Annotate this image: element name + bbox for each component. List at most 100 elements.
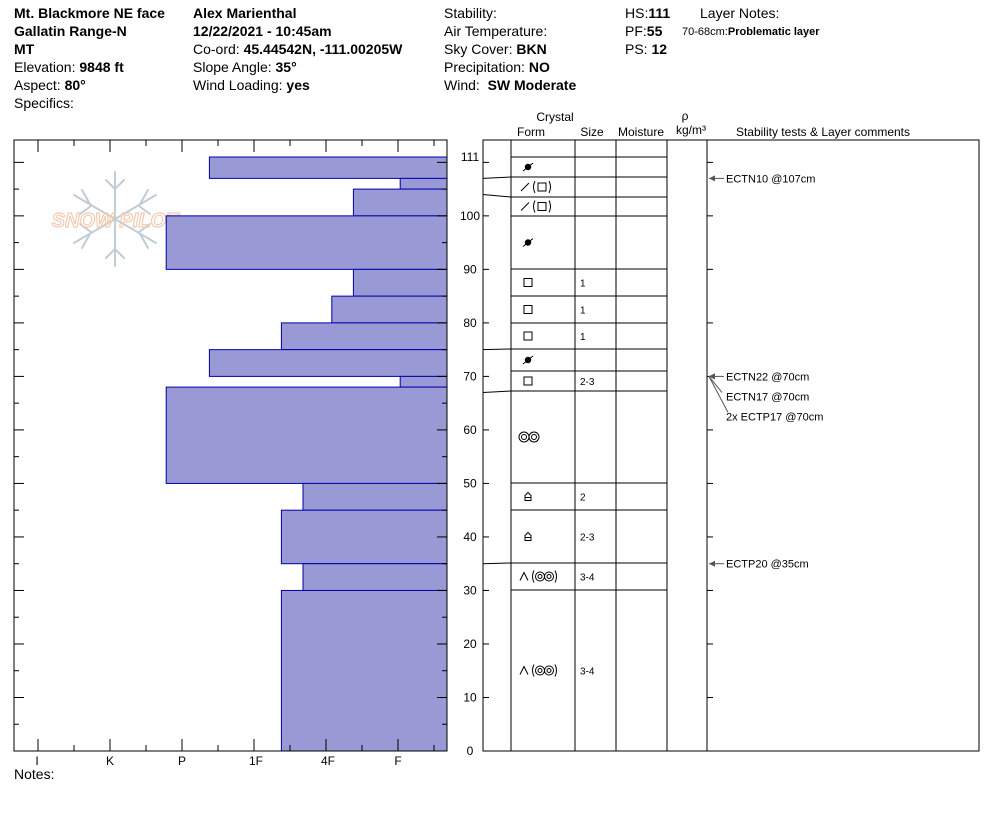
arrow-icon <box>709 373 715 380</box>
elevation: Elevation: 9848 ft <box>14 59 124 75</box>
depth-tick-70: 70 <box>463 369 477 383</box>
depth-tick-100: 100 <box>460 209 480 223</box>
crystal-form-faceted-icon <box>523 278 533 287</box>
column-header-rho: ρ <box>682 109 689 123</box>
stability-test-3: 2x ECTP17 @70cm <box>708 373 823 423</box>
crystal-size-13: 3-4 <box>580 667 595 678</box>
hardness-bar-6 <box>280 322 448 351</box>
boundary-connector-107 <box>482 176 512 179</box>
snow-height: HS:111 <box>625 5 671 21</box>
layer-note: 70-68cm:Problematic layer <box>682 26 820 38</box>
depth-tick-60: 60 <box>463 423 477 437</box>
boundary-connector-67 <box>482 390 512 393</box>
column-header-crystal: Crystal <box>536 110 573 124</box>
stability-test-label: ECTN10 @107cm <box>726 173 815 185</box>
coordinates: Co-ord: 45.44542N, -111.00205W <box>193 41 403 57</box>
crystal-size-4: 1 <box>580 279 586 290</box>
crystal-size-11: 2-3 <box>580 533 595 544</box>
depth-tick-20: 20 <box>463 637 477 651</box>
depth-tick-90: 90 <box>463 262 477 276</box>
boundary-connector-75 <box>482 348 512 351</box>
stability-test-label: ECTN17 @70cm <box>726 391 809 403</box>
logo-text: SNOW PILOT <box>52 210 180 232</box>
stability-test-4: ECTP20 @35cm <box>709 559 809 571</box>
depth-tick-10: 10 <box>463 690 477 704</box>
column-header-moisture: Moisture <box>618 125 664 139</box>
slope-angle: Slope Angle: 35° <box>193 59 297 75</box>
observation-datetime: 12/22/2021 - 10:45am <box>193 23 332 39</box>
ski-penetration: PS: 12 <box>625 41 668 57</box>
crystal-size-6: 1 <box>580 332 586 343</box>
arrow-icon <box>709 175 715 182</box>
boundary-connector-35 <box>482 562 512 565</box>
notes-label: Notes: <box>14 766 55 782</box>
crystal-form-melt-forms-icon <box>518 431 540 443</box>
hardness-bar-11 <box>280 509 448 565</box>
wind: Wind: SW Moderate <box>444 77 577 93</box>
crystal-form-decomposing-icon <box>522 162 534 172</box>
air-temperature: Air Temperature: <box>444 23 548 39</box>
crystal-form-faceted-mixed-icon <box>520 200 551 213</box>
depth-tick-30: 30 <box>463 583 477 597</box>
precipitation: Precipitation: NO <box>444 59 550 75</box>
column-header-size: Size <box>580 125 604 139</box>
arrow-icon <box>709 560 715 567</box>
hardness-label-F: F <box>394 754 401 768</box>
depth-tick-111: 111 <box>461 150 480 164</box>
column-header-stability: Stability tests & Layer comments <box>736 125 910 139</box>
crystal-size-5: 1 <box>580 306 586 317</box>
hardness-bar-10 <box>302 482 448 511</box>
observer-name: Alex Marienthal <box>193 5 297 21</box>
crystal-form-faceted-icon <box>523 305 533 314</box>
hardness-label-K: K <box>106 754 114 768</box>
layer-notes-label: Layer Notes: <box>700 5 780 21</box>
hardness-label-1F: 1F <box>249 754 263 768</box>
aspect: Aspect: 80° <box>14 77 86 93</box>
crystal-form-faceted-icon <box>523 331 533 341</box>
crystal-form-decomposing-icon <box>522 355 534 365</box>
hardness-frame <box>13 139 448 752</box>
stability-test-label: ECTN22 @70cm <box>726 371 809 383</box>
crystal-form-faceted-mixed-icon <box>520 180 551 194</box>
crystal-form-depth-hoar-icon <box>524 531 532 541</box>
stability-test-label: 2x ECTP17 @70cm <box>726 411 823 423</box>
hardness-label-I: I <box>35 754 38 768</box>
column-header-density_unit: kg/m³ <box>676 123 706 137</box>
depth-tick-80: 80 <box>463 316 477 330</box>
sky-cover: Sky Cover: BKN <box>444 41 547 57</box>
hardness-bar-8 <box>399 375 448 388</box>
crystal-form-faceted-icon <box>523 376 533 386</box>
crystal-size-8: 2-3 <box>580 377 595 388</box>
hardness-bar-12 <box>302 563 448 591</box>
crystal-form-hoar-melt-icon <box>519 570 557 583</box>
crystal-form-decomposing-icon <box>522 238 534 247</box>
boundary-connector-104 <box>482 193 512 198</box>
specifics: Specifics: <box>14 95 74 111</box>
hardness-bar-1 <box>399 177 448 190</box>
hardness-bar-7 <box>208 349 448 377</box>
hardness-bar-13 <box>280 589 448 752</box>
stability-test-1: ECTN22 @70cm <box>709 371 809 383</box>
foot-penetration: PF:55 <box>625 23 663 39</box>
depth-tick-0: 0 <box>467 744 474 758</box>
hardness-bar-4 <box>352 268 448 297</box>
hardness-bar-0 <box>208 156 448 179</box>
state-name: MT <box>14 41 35 57</box>
hardness-bar-5 <box>331 295 448 324</box>
layer-panel-frame <box>482 139 980 752</box>
stability-test-label: ECTP20 @35cm <box>726 559 809 571</box>
range-name: Gallatin Range-N <box>14 23 127 39</box>
stability: Stability: <box>444 5 497 21</box>
crystal-size-12: 3-4 <box>580 573 595 584</box>
depth-tick-40: 40 <box>463 530 477 544</box>
hardness-label-4F: 4F <box>321 754 335 768</box>
depth-tick-50: 50 <box>463 476 477 490</box>
crystal-form-hoar-melt-icon <box>519 664 557 677</box>
stability-test-0: ECTN10 @107cm <box>709 173 815 185</box>
snowpilot-logo: SNOW PILOT <box>51 171 181 267</box>
wind-loading: Wind Loading: yes <box>193 77 310 93</box>
hardness-label-P: P <box>178 754 186 768</box>
hardness-bar-3 <box>165 215 448 270</box>
crystal-form-depth-hoar-icon <box>524 491 532 501</box>
